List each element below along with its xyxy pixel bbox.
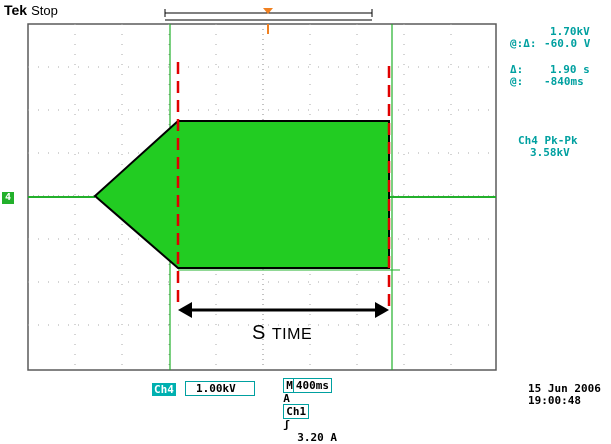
trigger-position-marker [263,8,273,14]
delta-time-label: Δ: [510,63,524,76]
time-label: 19:00:48 [528,394,581,407]
oscilloscope-display [27,8,497,371]
delta-time-value: 1.90 s [550,63,590,76]
delta-voltage-readout: Δ: [510,26,537,50]
channel-4-scale[interactable]: 1.00kV [185,381,255,396]
at-voltage-value: -60.0 V [544,37,591,50]
delta-voltage-value: 1.70kV [550,25,590,38]
trigger-level: 3.20 A [297,431,337,444]
delta-v-label: Δ: [523,37,537,50]
timebase-value: 400ms [292,379,329,392]
timestamp: 15 Jun 2006 19:00:48 [528,383,601,407]
measurement-label: Ch4 Pk-Pk [518,134,578,147]
scope-status-bar: M 400ms A Ch1 ʃ 3.20 A [270,366,337,444]
s-time-annotation: S TIME [252,322,312,345]
graticule-grid [28,24,496,370]
date-label: 15 Jun 2006 [528,382,601,395]
time-label: TIME [271,326,313,343]
waveform-envelope-arrow [93,120,390,269]
brand-label: Tek [4,2,28,18]
trigger-slope-icon: ʃ [283,418,290,431]
at-time-label: @: [510,75,524,88]
channel-4-ground-marker[interactable]: 4 [2,192,14,204]
trigger-mode: A [283,392,290,405]
at-time-value: -840ms [544,75,584,88]
trigger-channel[interactable]: Ch1 [283,404,310,419]
at-voltage-label: @: [510,37,524,50]
channel-4-badge[interactable]: Ch4 [152,383,176,396]
record-position-bar [164,8,373,21]
s-label: S [252,322,266,344]
measurement-value: 3.58kV [530,146,570,159]
timebase-label: M [286,379,293,392]
scope-brand-status: Tek Stop [4,2,58,18]
timebase-readout[interactable]: M 400ms [283,378,332,393]
acquisition-status: Stop [31,3,58,18]
